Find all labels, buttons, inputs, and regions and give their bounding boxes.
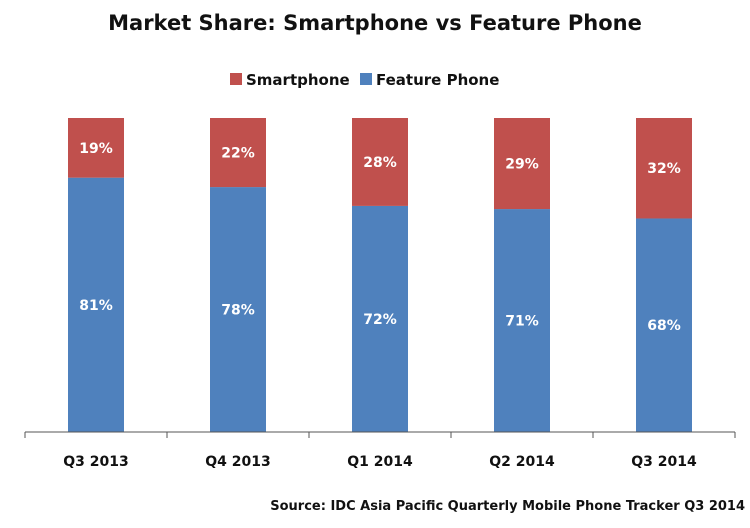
data-label-feature-phone-4: 68% bbox=[647, 318, 681, 334]
legend-swatch-smartphone bbox=[230, 73, 242, 85]
data-label-smartphone-1: 22% bbox=[221, 146, 255, 162]
bar-feature-phone-4 bbox=[636, 218, 692, 432]
data-label-smartphone-3: 29% bbox=[505, 157, 539, 173]
bar-smartphone-4 bbox=[636, 118, 692, 219]
bar-smartphone-1 bbox=[210, 118, 266, 188]
bar-feature-phone-0 bbox=[68, 177, 124, 432]
x-tick-label-1: Q4 2013 bbox=[205, 454, 270, 470]
source-note: Source: IDC Asia Pacific Quarterly Mobil… bbox=[270, 499, 745, 514]
x-tick-label-0: Q3 2013 bbox=[63, 454, 128, 470]
chart-title: Market Share: Smartphone vs Feature Phon… bbox=[108, 11, 642, 35]
bar-smartphone-2 bbox=[352, 118, 408, 206]
bars: 81% 19% 78% 22% 72% 28% 71% 29% 68% 32% bbox=[68, 118, 692, 432]
x-tick-label-2: Q1 2014 bbox=[347, 454, 413, 470]
data-label-smartphone-2: 28% bbox=[363, 155, 397, 171]
legend-swatch-feature-phone bbox=[360, 73, 372, 85]
data-label-smartphone-4: 32% bbox=[647, 161, 681, 177]
data-label-smartphone-0: 19% bbox=[79, 141, 113, 157]
x-tick-label-4: Q3 2014 bbox=[631, 454, 697, 470]
legend-label-feature-phone: Feature Phone bbox=[376, 71, 499, 89]
bar-feature-phone-2 bbox=[352, 205, 408, 432]
legend-label-smartphone: Smartphone bbox=[246, 71, 350, 89]
x-tick-label-3: Q2 2014 bbox=[489, 454, 555, 470]
legend: Smartphone Feature Phone bbox=[230, 71, 499, 89]
data-label-feature-phone-1: 78% bbox=[221, 303, 255, 319]
data-label-feature-phone-2: 72% bbox=[363, 312, 397, 328]
data-label-feature-phone-3: 71% bbox=[505, 314, 539, 330]
bar-smartphone-3 bbox=[494, 118, 550, 210]
data-label-feature-phone-0: 81% bbox=[79, 298, 113, 314]
x-axis-ticks: Q3 2013 Q4 2013 Q1 2014 Q2 2014 Q3 2014 bbox=[24, 432, 736, 470]
bar-feature-phone-3 bbox=[494, 209, 550, 432]
bar-feature-phone-1 bbox=[210, 187, 266, 432]
bar-smartphone-0 bbox=[68, 118, 124, 178]
